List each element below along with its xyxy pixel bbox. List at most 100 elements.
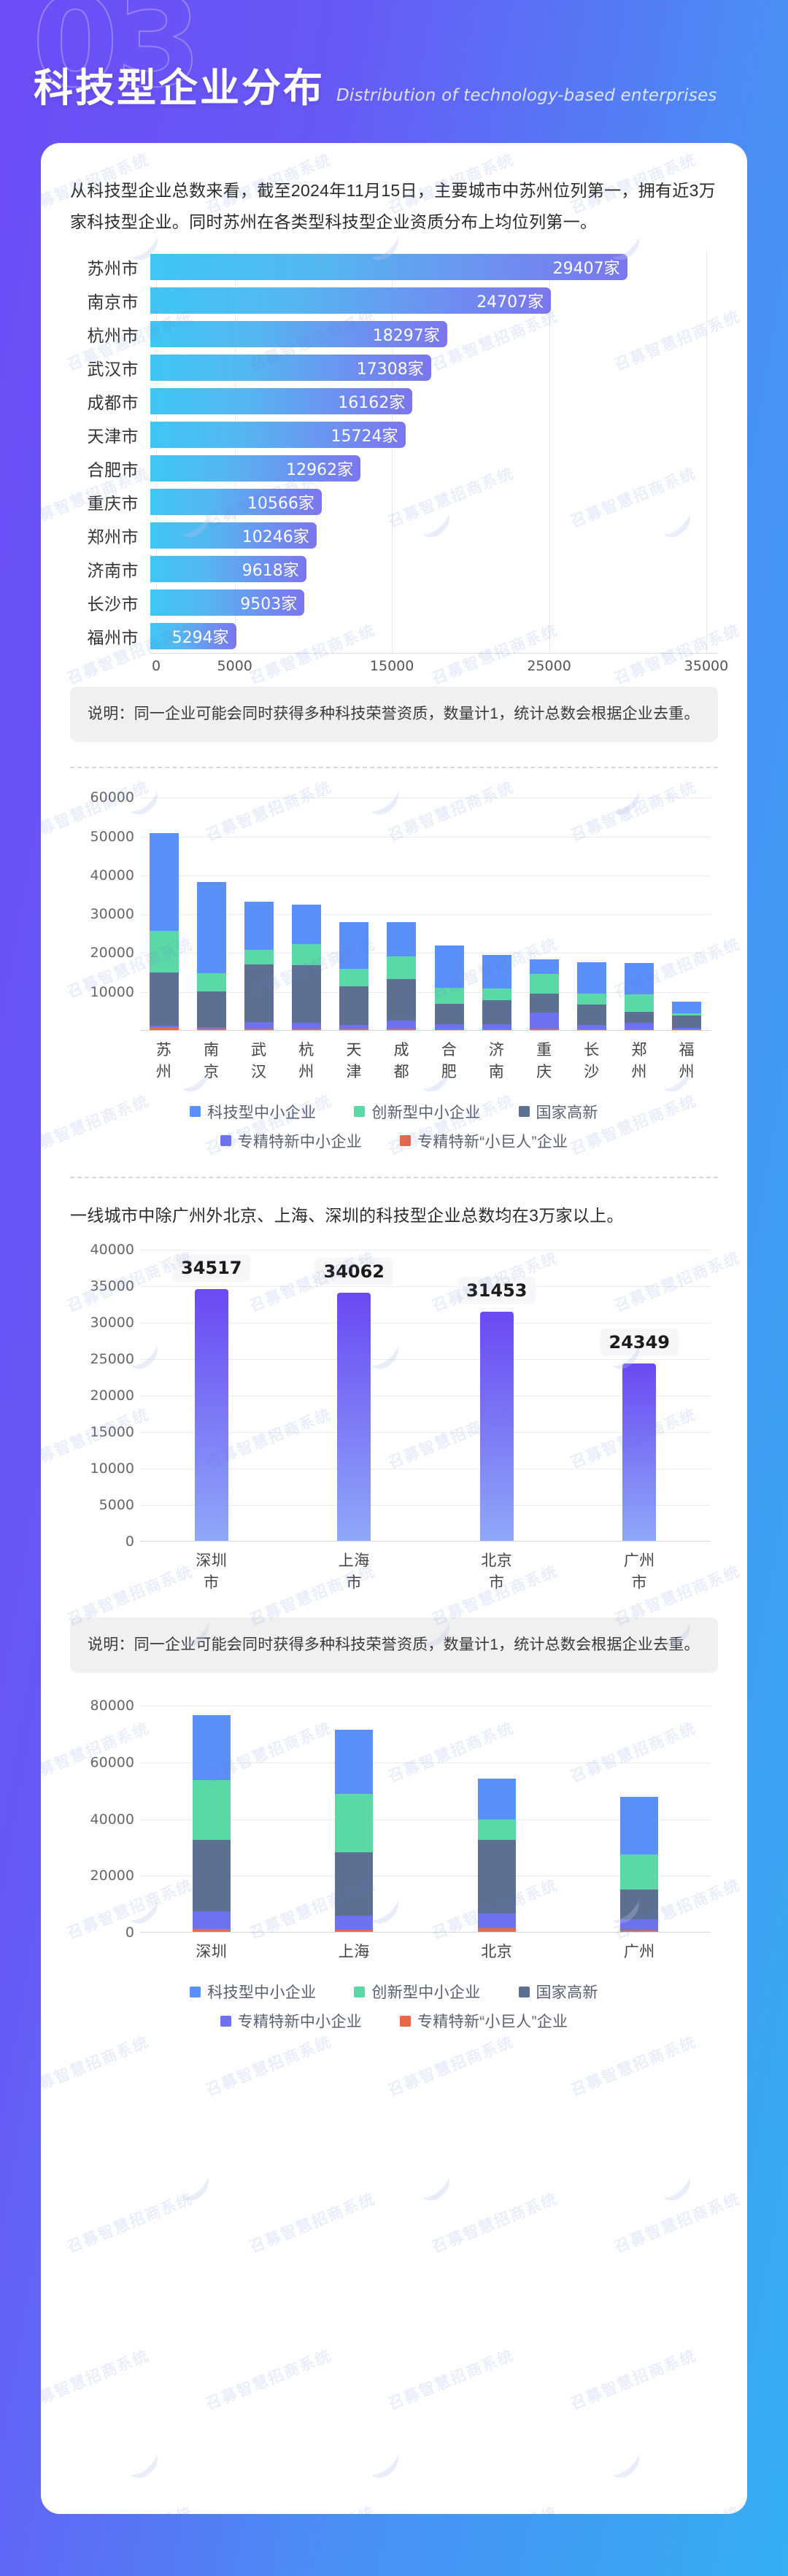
hbar-row: 郑州市 10246家 xyxy=(70,519,718,552)
plot-area: 0 5000 10000 15000 20000 25000 30000 35000 40000… xyxy=(90,1242,711,1550)
hbar-track: 5294家 xyxy=(150,619,718,653)
x-tick-label: 郑州 xyxy=(631,1041,647,1080)
hbar-x-tick: 25000 xyxy=(527,658,571,675)
hbar-value-label: 10246家 xyxy=(242,528,309,547)
watermark-text: 召募智慧招商系统 xyxy=(568,2346,700,2413)
watermark-text: 召募智慧招商系统 xyxy=(611,2501,743,2514)
hbar-row: 杭州市 18297家 xyxy=(70,317,718,351)
watermark-text: 召募智慧招商系统 xyxy=(385,2346,517,2413)
bar-column xyxy=(192,1715,231,1933)
bar-segment xyxy=(434,987,464,1005)
legend-item[interactable]: 国家高新 xyxy=(518,1981,598,2003)
x-tick-label: 南京 xyxy=(203,1041,220,1080)
bar-segment xyxy=(625,1029,654,1030)
legend-swatch-icon xyxy=(354,1986,366,1997)
bar-segment xyxy=(335,1852,374,1916)
bar-segment xyxy=(196,1027,226,1029)
bar-segment xyxy=(335,1916,374,1930)
y-tick-label: 30000 xyxy=(90,906,134,923)
bar-column xyxy=(620,1796,659,1933)
bar-segment xyxy=(622,1363,657,1542)
bar-segment xyxy=(477,1840,516,1914)
watermark-text: 召募智慧招商系统 xyxy=(568,2032,700,2100)
y-tick-label: 0 xyxy=(125,1533,134,1550)
legend-swatch-icon xyxy=(220,2015,231,2027)
bar-segment xyxy=(192,1929,231,1933)
hbar-category-label: 苏州市 xyxy=(87,259,139,279)
hbar-track: 17308家 xyxy=(150,351,718,384)
legend-item[interactable]: 科技型中小企业 xyxy=(190,1981,316,2003)
bar-segment xyxy=(196,1029,226,1030)
hbar-value-label: 29407家 xyxy=(552,260,620,279)
bar-segment xyxy=(576,962,606,994)
legend-item[interactable]: 创新型中小企业 xyxy=(354,1101,480,1123)
bar-segment xyxy=(529,1029,559,1030)
watermark-text: 召募智慧招商系统 xyxy=(203,2032,335,2100)
note-text-2: 说明：同一企业可能会同时获得多种科技荣誉资质，数量计1，统计总数会根据企业去重。 xyxy=(70,1617,718,1674)
y-tick-label: 30000 xyxy=(90,1315,134,1331)
y-tick-label: 5000 xyxy=(98,1497,134,1514)
x-tick-label: 杭州 xyxy=(298,1041,314,1080)
legend-item[interactable]: 国家高新 xyxy=(518,1101,598,1123)
bar-segment xyxy=(625,994,654,1012)
x-tick-label: 北京市 xyxy=(481,1552,513,1592)
city-total-horizontal-bar-chart: 苏州市 29407家 南京市 24707家 杭州市 18297家 武汉市 17308家 成都市 1… xyxy=(70,250,728,678)
legend-label: 科技型中小企业 xyxy=(207,1984,317,2002)
hbar-value-label: 9503家 xyxy=(240,595,298,614)
x-tick-label: 广州 xyxy=(623,1943,655,1961)
legend-swatch-icon xyxy=(190,1106,201,1118)
y-tick-label: 60000 xyxy=(90,1755,134,1771)
bar-segment xyxy=(335,1929,374,1933)
x-tick-label: 成都 xyxy=(393,1041,410,1080)
watermark-text: 召募智慧招商系统 xyxy=(247,2189,379,2256)
legend-item[interactable]: 专精特新“小巨人”企业 xyxy=(400,2010,568,2032)
bar-segment xyxy=(387,979,417,1021)
bar-segment xyxy=(339,969,369,986)
bars-container: 34517 34062 31453 24349 xyxy=(140,1250,711,1542)
bar-column: 34062 xyxy=(314,1257,393,1542)
bar-segment xyxy=(477,1928,516,1933)
legend-label: 国家高新 xyxy=(536,1984,598,2002)
x-tick-label: 广州市 xyxy=(623,1552,655,1592)
bar-column xyxy=(149,833,179,1030)
legend-label: 创新型中小企业 xyxy=(371,1984,481,2002)
bar-segment xyxy=(482,954,511,989)
x-tick-label: 长沙 xyxy=(584,1041,600,1080)
hbar-category-label: 杭州市 xyxy=(87,326,139,346)
legend-item[interactable]: 科技型中小企业 xyxy=(190,1101,316,1123)
watermark-text: 召募智慧招商系统 xyxy=(429,2189,561,2256)
watermark-text: 召募智慧招商系统 xyxy=(203,2346,335,2413)
bar-segment xyxy=(482,1024,511,1029)
bar-segment xyxy=(576,1029,606,1030)
hbar-row: 长沙市 9503家 xyxy=(70,586,718,619)
legend-item[interactable]: 专精特新中小企业 xyxy=(220,2010,362,2032)
hbar-row: 济南市 9618家 xyxy=(70,552,718,586)
legend-row: 专精特新中小企业 专精特新“小巨人”企业 xyxy=(70,2010,718,2032)
bar-segment xyxy=(339,1024,369,1029)
x-tick-label: 天津 xyxy=(346,1041,362,1080)
watermark-text: 召募智慧招商系统 xyxy=(63,2501,196,2514)
plot-area: 0 20000 40000 60000 80000 xyxy=(90,1692,711,1941)
bar-column xyxy=(434,945,464,1030)
hbar-value-label: 16162家 xyxy=(338,394,406,413)
x-tick-label: 济南 xyxy=(488,1041,505,1080)
mid-paragraph: 一线城市中除广州外北京、上海、深圳的科技型企业总数均在3万家以上。 xyxy=(70,1205,624,1225)
y-tick-label: 50000 xyxy=(90,828,134,845)
watermark-bird-icon xyxy=(663,2178,690,2201)
legend-item[interactable]: 专精特新“小巨人”企业 xyxy=(400,1130,568,1152)
plot-area: 10000 20000 30000 40000 50000 60000 xyxy=(90,789,711,1031)
bar-segment xyxy=(244,1022,274,1029)
divider-2 xyxy=(70,1176,718,1178)
bar-segment xyxy=(387,1029,417,1030)
bar-segment xyxy=(337,1292,371,1542)
y-tick-label: 15000 xyxy=(90,1424,134,1441)
hbar-fill: 12962家 xyxy=(150,455,361,482)
legend-swatch-icon xyxy=(400,2015,412,2027)
bar-column xyxy=(477,1779,516,1933)
hbar-row: 成都市 16162家 xyxy=(70,384,718,418)
bar-segment xyxy=(149,930,179,972)
hbar-category-label: 福州市 xyxy=(87,628,139,648)
bar-segment xyxy=(244,964,274,1023)
legend-item[interactable]: 专精特新中小企业 xyxy=(220,1130,362,1152)
legend-item[interactable]: 创新型中小企业 xyxy=(354,1981,480,2003)
